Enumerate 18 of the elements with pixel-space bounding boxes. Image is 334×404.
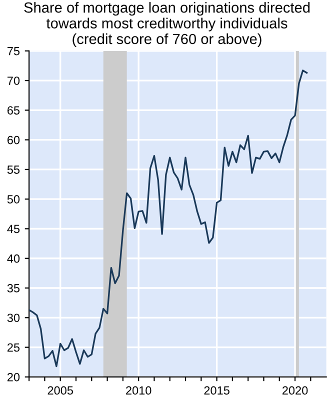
y-tick-label: 55	[7, 166, 20, 174]
y-tick-label: 70	[8, 76, 20, 85]
x-tick-label: 2010	[126, 386, 152, 395]
y-tick-label: 45	[7, 224, 20, 234]
chart-title: Share of mortgage loan originations directed towards most creditworthy individuals (credit score of 760 or above)	[24, 2, 310, 48]
line-series	[29, 70, 308, 368]
y-tick-label: 65	[8, 106, 20, 115]
y-tick-label: 60	[8, 136, 20, 144]
y-tick-label: 40	[7, 254, 20, 263]
y-tick-label: 25	[7, 343, 20, 352]
x-tick-label: 2005	[48, 386, 73, 395]
y-tick-label: 30	[7, 314, 20, 322]
x-tick-label: 2015	[204, 386, 230, 395]
y-tick-label: 20	[7, 372, 20, 382]
y-tick-label: 35	[7, 284, 20, 292]
y-tick-label: 75	[8, 47, 20, 56]
x-tick-label: 2020	[282, 386, 308, 395]
y-tick-label: 50	[7, 195, 20, 204]
